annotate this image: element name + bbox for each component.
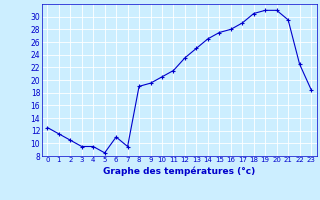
X-axis label: Graphe des températures (°c): Graphe des températures (°c) xyxy=(103,166,255,176)
